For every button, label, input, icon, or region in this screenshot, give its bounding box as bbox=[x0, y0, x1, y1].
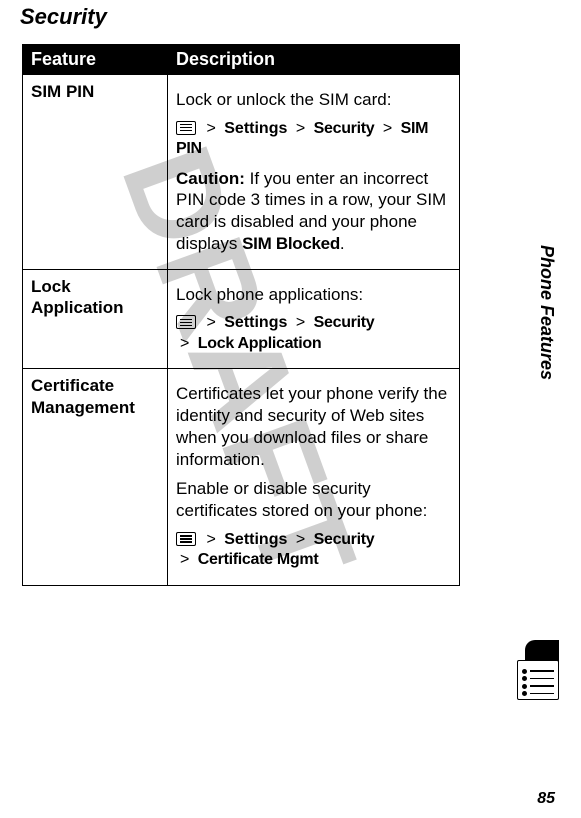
nav-path: > Settings > Security > Lock Application bbox=[176, 313, 451, 354]
feat-line: Management bbox=[31, 398, 135, 417]
nav-settings: Settings bbox=[224, 531, 287, 548]
features-table: Feature Description SIM PIN Lock or unlo… bbox=[22, 44, 460, 586]
feature-sim-pin: SIM PIN bbox=[23, 75, 168, 270]
nav-sep: > bbox=[180, 551, 189, 568]
list-row bbox=[522, 669, 554, 674]
nav-sep: > bbox=[206, 314, 215, 331]
nav-sep: > bbox=[296, 314, 305, 331]
page-number: 85 bbox=[537, 790, 555, 808]
period: . bbox=[340, 234, 345, 253]
list-icon bbox=[517, 660, 559, 700]
feat-line: Certificate bbox=[31, 376, 114, 395]
caution-label: Caution: bbox=[176, 169, 245, 188]
nav-sep: > bbox=[180, 335, 189, 352]
feature-lock-application: Lock Application bbox=[23, 269, 168, 369]
col-description: Description bbox=[168, 45, 460, 75]
nav-sep: > bbox=[206, 120, 215, 137]
side-label: Phone Features bbox=[536, 245, 557, 380]
feature-certificate-management: Certificate Management bbox=[23, 369, 168, 585]
nav-path: > Settings > Security > SIM PIN bbox=[176, 119, 451, 160]
list-row bbox=[522, 684, 554, 689]
nav-security: Security bbox=[314, 531, 375, 548]
table-header-row: Feature Description bbox=[23, 45, 460, 75]
list-row bbox=[522, 691, 554, 696]
table-row: Certificate Management Certificates let … bbox=[23, 369, 460, 585]
menu-icon bbox=[176, 121, 196, 135]
nav-sep: > bbox=[296, 531, 305, 548]
desc-text: Enable or disable security certificates … bbox=[176, 478, 451, 522]
table-row: SIM PIN Lock or unlock the SIM card: > S… bbox=[23, 75, 460, 270]
feat-line: Application bbox=[31, 298, 124, 317]
nav-certificate-mgmt: Certificate Mgmt bbox=[198, 551, 319, 568]
desc-text: Certificates let your phone verify the i… bbox=[176, 383, 451, 470]
desc-lock-application: Lock phone applications: > Settings > Se… bbox=[168, 269, 460, 369]
desc-text: Lock or unlock the SIM card: bbox=[176, 89, 451, 111]
nav-security: Security bbox=[314, 314, 375, 331]
table-row: Lock Application Lock phone applications… bbox=[23, 269, 460, 369]
nav-lock-application: Lock Application bbox=[198, 335, 322, 352]
nav-path: > Settings > Security > Certificate Mgmt bbox=[176, 530, 451, 571]
nav-sep: > bbox=[206, 531, 215, 548]
feat-line: Lock bbox=[31, 277, 71, 296]
menu-icon bbox=[176, 315, 196, 329]
menu-icon bbox=[176, 532, 196, 546]
nav-settings: Settings bbox=[224, 314, 287, 331]
sim-blocked: SIM Blocked bbox=[242, 234, 340, 253]
desc-sim-pin: Lock or unlock the SIM card: > Settings … bbox=[168, 75, 460, 270]
side-icon bbox=[517, 640, 565, 702]
section-title: Security bbox=[20, 4, 460, 30]
desc-text: Lock phone applications: bbox=[176, 284, 451, 306]
nav-security: Security bbox=[314, 120, 375, 137]
page-content: Security Feature Description SIM PIN Loc… bbox=[20, 0, 460, 586]
caution-text: Caution: If you enter an incorrect PIN c… bbox=[176, 168, 451, 255]
desc-certificate-management: Certificates let your phone verify the i… bbox=[168, 369, 460, 585]
nav-sep: > bbox=[383, 120, 392, 137]
list-row bbox=[522, 676, 554, 681]
nav-sep: > bbox=[296, 120, 305, 137]
nav-settings: Settings bbox=[224, 120, 287, 137]
col-feature: Feature bbox=[23, 45, 168, 75]
